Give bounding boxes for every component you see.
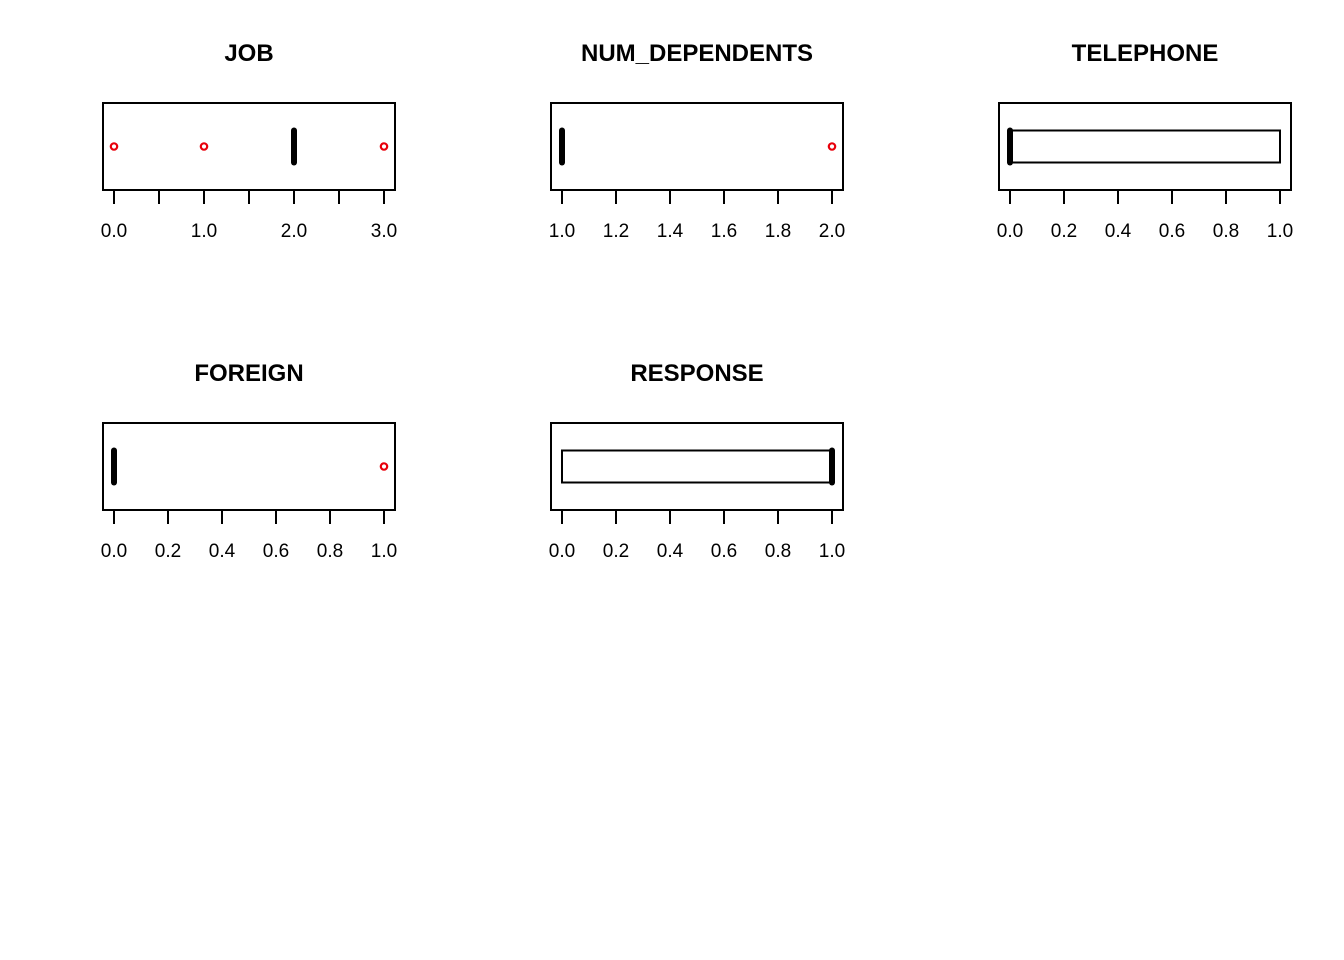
x-tick-label: 1.8 xyxy=(765,221,791,242)
x-tick-label: 1.0 xyxy=(549,221,575,242)
x-tick-label: 0.6 xyxy=(711,541,737,562)
outlier-point xyxy=(827,142,837,151)
panel-num-dependents: NUM_DEPENDENTS 1.0 1.2 1.4 1.6 1.8 2.0 xyxy=(549,40,845,242)
outlier-point xyxy=(109,142,119,151)
x-tick-label: 1.0 xyxy=(191,221,217,242)
panel-title: TELEPHONE xyxy=(1072,40,1219,67)
x-tick-label: 1.2 xyxy=(603,221,629,242)
x-tick-label: 1.0 xyxy=(1267,221,1293,242)
panel-response: RESPONSE 0.0 0.2 0.4 0.6 0.8 1.0 xyxy=(549,360,845,562)
x-tick-label: 0.4 xyxy=(1105,221,1132,242)
panel-job: JOB 0.0 1.0 2.0 3.0 xyxy=(101,40,397,242)
x-tick-label: 1.0 xyxy=(819,541,845,562)
x-tick-label: 0.2 xyxy=(155,541,181,562)
x-tick-label: 1.4 xyxy=(657,221,684,242)
x-tick-label: 0.2 xyxy=(603,541,629,562)
x-tick-label: 0.0 xyxy=(549,541,575,562)
outlier-point xyxy=(379,462,389,471)
x-tick-label: 0.8 xyxy=(765,541,791,562)
panel-foreign: FOREIGN 0.0 0.2 0.4 0.6 0.8 1.0 xyxy=(101,360,397,562)
panel-telephone: TELEPHONE 0.0 0.2 0.4 0.6 0.8 1.0 xyxy=(997,40,1293,242)
x-tick-label: 0.2 xyxy=(1051,221,1077,242)
x-tick-label: 0.4 xyxy=(657,541,684,562)
outlier-point xyxy=(379,142,389,151)
panel-title: RESPONSE xyxy=(630,360,763,387)
x-tick-label: 0.4 xyxy=(209,541,236,562)
x-tick-label: 0.0 xyxy=(101,221,127,242)
panel-title: FOREIGN xyxy=(194,360,303,387)
x-tick-label: 2.0 xyxy=(281,221,307,242)
x-tick-label: 3.0 xyxy=(371,221,397,242)
outlier-point xyxy=(199,142,209,151)
x-tick-label: 0.0 xyxy=(101,541,127,562)
panel-title: JOB xyxy=(224,40,273,67)
x-tick-label: 0.0 xyxy=(997,221,1023,242)
x-tick-label: 0.8 xyxy=(317,541,343,562)
x-tick-label: 2.0 xyxy=(819,221,845,242)
panel-title: NUM_DEPENDENTS xyxy=(581,40,813,67)
x-tick-label: 1.6 xyxy=(711,221,737,242)
x-tick-label: 0.6 xyxy=(263,541,289,562)
x-tick-label: 0.8 xyxy=(1213,221,1239,242)
x-tick-label: 0.6 xyxy=(1159,221,1185,242)
x-tick-label: 1.0 xyxy=(371,541,397,562)
